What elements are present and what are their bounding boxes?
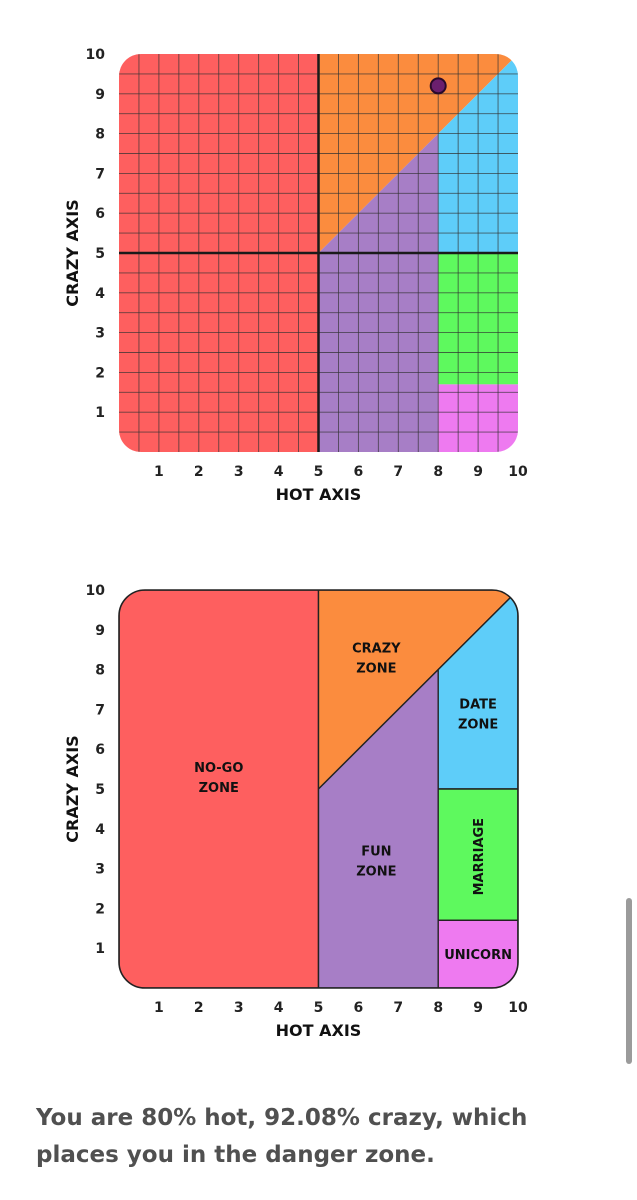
x-tick-label: 10 [508, 464, 528, 480]
x-tick-label: 1 [154, 464, 164, 480]
x-axis-title: HOT AXIS [276, 485, 362, 504]
zone-label-line: ZONE [458, 717, 498, 732]
zone-label-unicorn: UNICORN [444, 948, 512, 963]
hot-crazy-zones-chart: NO-GO ZONE CRAZY ZONE FUN ZONE DATE ZONE MARRIAG… [63, 583, 528, 1040]
x-tick-label: 5 [314, 464, 324, 480]
user-data-point [429, 77, 447, 95]
x-tick-label: 7 [393, 1000, 403, 1016]
zone-label-nogo: NO-GO ZONE [194, 761, 243, 796]
x-tick-label: 8 [433, 464, 443, 480]
hot-crazy-grid-chart: 1 2 3 4 5 6 7 8 9 10 1 2 3 4 5 6 7 8 9 10 HOT AXIS CRAZY AXIS [63, 47, 528, 504]
zone-label-line: ZONE [356, 865, 396, 880]
y-tick-label: 10 [86, 583, 106, 599]
x-tick-label: 3 [234, 1000, 244, 1016]
zone-label-line: DATE [459, 697, 497, 712]
y-tick-label: 5 [95, 246, 105, 262]
x-tick-label: 8 [433, 1000, 443, 1016]
x-axis-title: HOT AXIS [276, 1021, 362, 1040]
y-tick-label: 1 [95, 405, 105, 421]
y-tick-label: 6 [95, 742, 105, 758]
y-tick-label: 3 [95, 326, 105, 342]
chart1-plot-area [119, 54, 518, 452]
y-tick-label: 8 [95, 127, 105, 143]
y-tick-label: 4 [95, 822, 105, 838]
zone-label-marriage: MARRIAGE [472, 818, 487, 895]
x-tick-label: 10 [508, 1000, 528, 1016]
y-tick-label: 9 [95, 87, 105, 103]
x-tick-label: 3 [234, 464, 244, 480]
zone-unicorn [437, 919, 518, 988]
y-axis-title: CRAZY AXIS [63, 199, 82, 306]
y-tick-label: 8 [95, 663, 105, 679]
zone-label-line: ZONE [199, 781, 239, 796]
x-tick-label: 9 [473, 1000, 483, 1016]
x-tick-label: 1 [154, 1000, 164, 1016]
x-tick-label: 6 [354, 464, 364, 480]
y-tick-label: 9 [95, 623, 105, 639]
y-tick-label: 10 [86, 47, 106, 63]
result-text: You are 80% hot, 92.08% crazy, which pla… [36, 1105, 528, 1168]
y-tick-label: 1 [95, 941, 105, 957]
x-tick-label: 6 [354, 1000, 364, 1016]
scrollbar[interactable] [626, 898, 632, 1064]
x-tick-label: 7 [393, 464, 403, 480]
y-tick-label: 2 [95, 901, 105, 917]
y-axis-title: CRAZY AXIS [63, 735, 82, 842]
x-tick-label: 5 [314, 1000, 324, 1016]
y-tick-label: 7 [95, 166, 105, 182]
y-tick-label: 7 [95, 702, 105, 718]
chart2-plot-area [119, 590, 518, 988]
zone-label-line: NO-GO [194, 761, 243, 776]
x-tick-label: 9 [473, 464, 483, 480]
zone-label-line: CRAZY [352, 642, 401, 657]
x-tick-label: 2 [194, 464, 204, 480]
x-tick-label: 4 [274, 1000, 284, 1016]
zone-label-fun: FUN ZONE [356, 845, 396, 880]
zone-label-line: ZONE [356, 662, 396, 677]
y-tick-label: 4 [95, 286, 105, 302]
y-tick-label: 3 [95, 862, 105, 878]
zone-label-date: DATE ZONE [458, 697, 498, 732]
chart2-border [118, 589, 519, 989]
zone-label-line: FUN [361, 845, 391, 860]
x-tick-label: 4 [274, 464, 284, 480]
y-tick-label: 2 [95, 365, 105, 381]
x-tick-label: 2 [194, 1000, 204, 1016]
y-tick-label: 5 [95, 782, 105, 798]
y-tick-label: 6 [95, 206, 105, 222]
zone-label-crazy: CRAZY ZONE [352, 642, 401, 677]
zone-nogo [119, 590, 320, 988]
